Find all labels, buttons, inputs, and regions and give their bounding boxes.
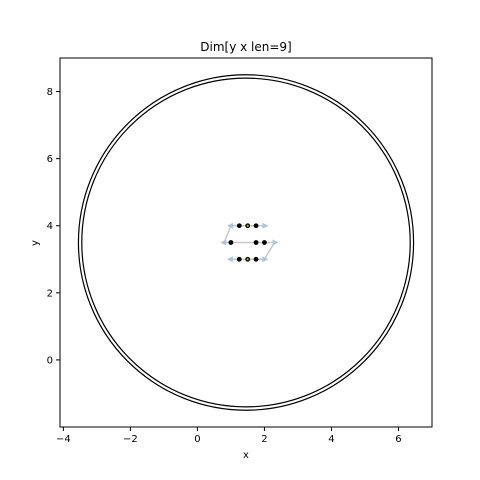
y-tick-label-3: 6 (47, 154, 53, 165)
x-tick-label-3: 2 (261, 434, 267, 445)
x-tick-label-4: 4 (328, 434, 334, 445)
data-point-5 (262, 240, 267, 245)
data-point-accent-7 (247, 258, 249, 260)
data-point-2 (254, 223, 259, 228)
x-tick-label-2: 0 (194, 434, 200, 445)
data-point-4 (254, 240, 259, 245)
y-tick-label-2: 4 (47, 221, 53, 232)
x-tick-label-1: −2 (123, 434, 138, 445)
chart-title: Dim[y x len=9] (200, 40, 291, 54)
data-point-0 (237, 223, 242, 228)
data-point-6 (237, 257, 242, 262)
data-point-8 (254, 257, 259, 262)
x-tick-label-5: 6 (395, 434, 401, 445)
x-tick-label-0: −4 (56, 434, 71, 445)
x-axis-label: x (243, 450, 249, 461)
y-tick-label-0: 0 (47, 355, 53, 366)
y-axis-label: y (30, 240, 41, 246)
y-tick-label-4: 8 (47, 87, 53, 98)
data-point-3 (229, 240, 234, 245)
y-tick-label-1: 2 (47, 288, 53, 299)
data-point-accent-1 (247, 225, 249, 227)
